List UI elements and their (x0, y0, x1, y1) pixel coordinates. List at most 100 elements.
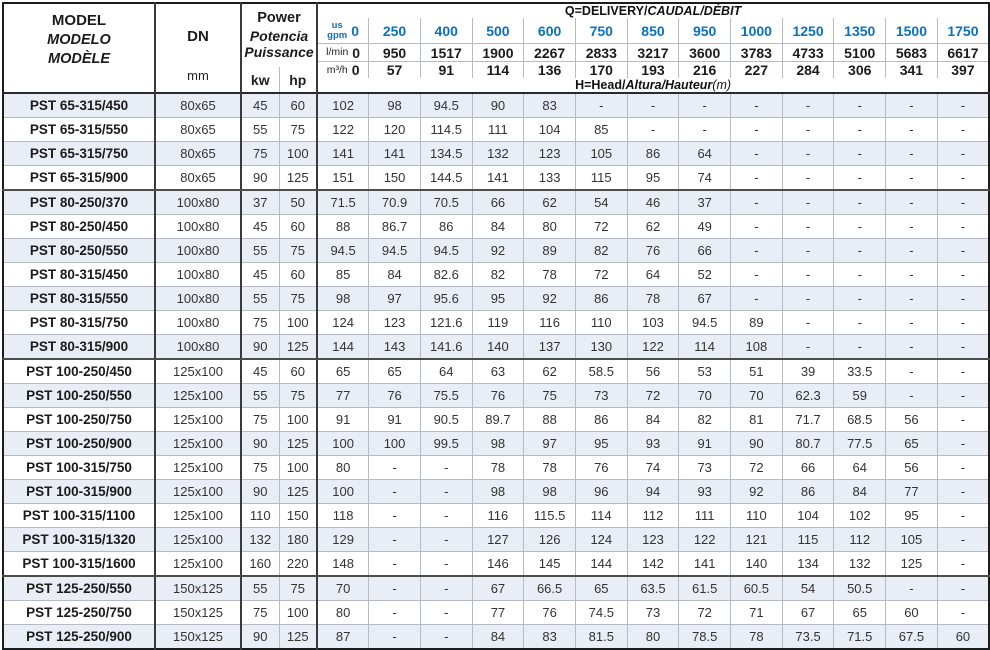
hp-cell: 60 (278, 262, 319, 287)
hp-cell: 100 (278, 310, 319, 335)
model-cell: PST 100-250/750 (2, 407, 156, 432)
head-value-cell: 59 (833, 383, 887, 408)
model-cell: PST 100-250/550 (2, 383, 156, 408)
head-value-cell: 132 (833, 551, 887, 577)
dn-column-header: DN mm (154, 2, 242, 94)
power-units: kw hp (242, 67, 315, 92)
head-value-cell: - (419, 575, 473, 601)
table-row: PST 80-315/900 100x80 90 125 144 143 141.6 140 1… (2, 334, 990, 360)
head-value-cell: 102 (316, 92, 370, 118)
head-value-cell: - (936, 527, 990, 552)
head-value-cell: - (781, 165, 835, 191)
head-value-cell: 124 (574, 527, 628, 552)
head-value-cell: 72 (730, 455, 783, 480)
head-value-cell: 99.5 (419, 431, 473, 456)
model-cell: PST 100-315/1600 (2, 551, 156, 577)
head-value-cell: - (368, 479, 421, 504)
model-cell: PST 80-250/550 (2, 238, 156, 263)
table-row: PST 125-250/550 150x125 55 75 70- -67 66.5 65 63… (2, 575, 990, 601)
flow-value: 400 (419, 18, 473, 44)
head-value-cell: 132 (471, 141, 525, 166)
head-value-cell: 49 (678, 214, 732, 239)
table-row: PST 80-250/370 100x80 37 50 71.5 70.9 70.5 66 62… (2, 189, 990, 215)
flow-row-m3h: m³/h 0 57 91 114 136 170 193 216 227 284 306 341 397 (3, 61, 990, 78)
head-value-cell: 62.3 (781, 383, 835, 408)
head-value-cell: 96 (574, 479, 628, 504)
model-label-en: MODEL (51, 12, 107, 30)
flow-value: 397 (936, 61, 990, 78)
head-value-cell: - (368, 624, 421, 650)
kw-cell: 110 (240, 503, 280, 528)
hp-cell: 125 (278, 479, 319, 504)
table-row: PST 125-250/900 150x125 90 125 87- -84 83 81.5 8… (2, 624, 990, 650)
head-value-cell: 70.9 (368, 189, 421, 215)
head-value-cell: 95 (574, 431, 628, 456)
model-cell: PST 80-250/370 (2, 189, 156, 215)
head-value-cell: - (626, 92, 680, 118)
head-value-cell: 86 (574, 407, 628, 432)
flow-value: 0 (352, 44, 361, 61)
head-value-cell: 91 (678, 431, 732, 456)
head-value-cell: 130 (574, 334, 628, 360)
head-value-cell: 141 (368, 141, 421, 166)
kw-cell: 90 (240, 334, 280, 360)
table-row: PST 65-315/750 80x65 75 100 141 141 134.5 132 12… (2, 141, 990, 166)
head-value-cell: 110 (730, 503, 783, 528)
flow-value: 306 (833, 61, 887, 78)
head-value-cell: 80 (316, 600, 370, 625)
head-value-cell: 140 (730, 551, 783, 577)
dn-cell: 150x125 (154, 624, 242, 650)
head-value-cell: 73 (678, 455, 732, 480)
head-value-cell: 119 (471, 310, 525, 335)
head-value-cell: 94.5 (368, 238, 421, 263)
head-value-cell: - (833, 92, 887, 118)
head-value-cell: - (936, 358, 990, 384)
head-value-cell: 112 (626, 503, 680, 528)
head-value-cell: - (781, 141, 835, 166)
head-value-cell: - (368, 600, 421, 625)
head-value-cell: - (885, 92, 938, 118)
flow-unit-cell-lmin: l/min 0 (316, 43, 370, 62)
model-cell: PST 100-250/900 (2, 431, 156, 456)
head-value-cell: - (936, 141, 990, 166)
head-value-cell: - (833, 117, 887, 142)
head-title-unit: (m) (712, 78, 732, 92)
head-value-cell: 100 (368, 431, 421, 456)
head-value-cell: 66.5 (523, 575, 576, 601)
head-value-cell: - (936, 165, 990, 191)
head-value-cell: - (885, 575, 938, 601)
head-value-cell: 56 (885, 455, 938, 480)
head-value-cell: 92 (730, 479, 783, 504)
head-value-cell: 77 (885, 479, 938, 504)
head-value-cell: 84 (626, 407, 680, 432)
flow-value: 600 (523, 18, 576, 44)
head-value-cell: - (936, 407, 990, 432)
head-value-cell: - (936, 431, 990, 456)
dn-cell: 125x100 (154, 503, 242, 528)
flow-value: 193 (626, 61, 680, 78)
head-value-cell: 71.5 (316, 189, 370, 215)
power-column-header: Power Potencia Puissance kw hp (240, 2, 319, 94)
head-value-cell: 142 (626, 551, 680, 577)
hp-cell: 125 (278, 334, 319, 360)
head-value-cell: 100 (316, 479, 370, 504)
dn-cell: 125x100 (154, 551, 242, 577)
head-value-cell: 144 (316, 334, 370, 360)
head-value-cell: - (833, 310, 887, 335)
head-value-cell: - (368, 503, 421, 528)
head-value-cell: 123 (523, 141, 576, 166)
head-value-cell: 70 (730, 383, 783, 408)
head-value-cell: 72 (574, 262, 628, 287)
head-value-cell: 46 (626, 189, 680, 215)
table-header: MODEL MODELO MODÈLE DN mm Power Potencia… (2, 2, 990, 94)
head-value-cell: 108 (730, 334, 783, 360)
head-value-cell: - (419, 551, 473, 577)
kw-cell: 75 (240, 141, 280, 166)
head-value-cell: 92 (471, 238, 525, 263)
model-cell: PST 125-250/550 (2, 575, 156, 601)
delivery-title: Q=DELIVERY/CAUDAL/DÉBIT (316, 2, 990, 18)
head-value-cell: - (730, 262, 783, 287)
head-value-cell: 83 (523, 92, 576, 118)
head-value-cell: 64 (626, 262, 680, 287)
kw-cell: 75 (240, 600, 280, 625)
